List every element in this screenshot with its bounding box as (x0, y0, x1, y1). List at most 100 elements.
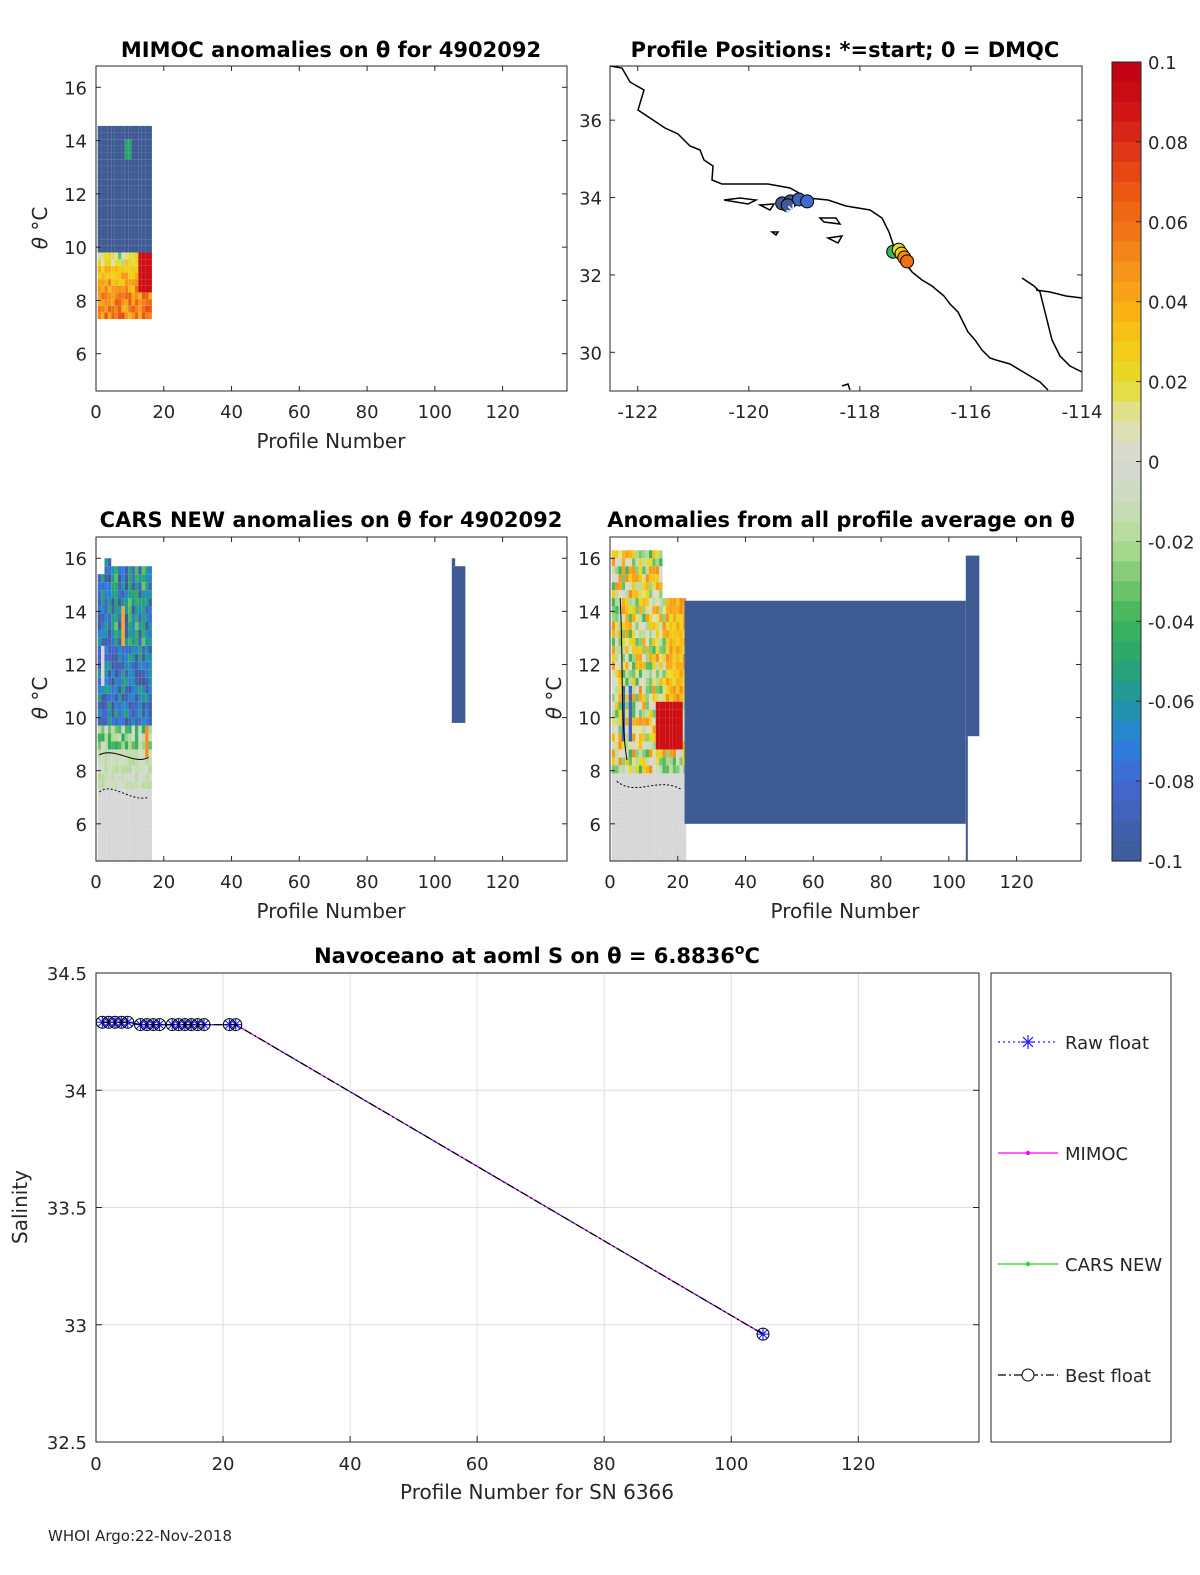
legend-item-best-float: Best float (998, 1366, 1151, 1387)
heat-cell (101, 139, 105, 146)
heat-cell (97, 614, 102, 622)
heat-cell (124, 805, 129, 814)
heat-cell (104, 252, 108, 260)
heat-cell (621, 629, 626, 638)
footer-text: WHOI Argo:22-Nov-2018 (48, 1527, 232, 1545)
heat-cell (114, 629, 119, 638)
heat-cell (618, 853, 622, 861)
heat-cell (131, 829, 135, 838)
heat-cell (111, 709, 115, 718)
heat-cell (114, 566, 119, 575)
heat-cell (111, 566, 115, 575)
heat-cell (642, 558, 646, 567)
heat-cell (121, 145, 125, 153)
heat-cell (638, 821, 643, 830)
heat-cell (121, 773, 125, 782)
heat-cell (145, 685, 149, 694)
heat-cell (642, 590, 646, 599)
heat-cell (625, 645, 629, 654)
heat-cell (138, 252, 142, 260)
heat-cell (121, 259, 125, 266)
heat-cell (134, 292, 139, 300)
heat-cell (101, 292, 105, 300)
heat-cell (648, 773, 653, 782)
heat-cell (625, 590, 629, 599)
allavg-axes (609, 536, 1082, 862)
heat-cell (121, 685, 125, 694)
heat-cell (121, 252, 125, 260)
heat-cell (97, 239, 102, 246)
heat-cell (632, 669, 636, 678)
legend-item-mimoc: MIMOC (998, 1144, 1128, 1165)
heat-cell (638, 725, 643, 734)
heat-cell (141, 661, 146, 670)
heat-cell (97, 132, 102, 140)
heat-cell (114, 232, 119, 240)
heat-cell (621, 621, 626, 630)
heat-cell (655, 550, 660, 559)
heat-cell (97, 212, 102, 220)
heat-cell (141, 821, 146, 830)
heat-cell (642, 669, 646, 678)
heat-cell (618, 693, 622, 702)
heat-cell (635, 566, 639, 575)
heat-cell (645, 677, 649, 686)
heat-cell (128, 614, 132, 622)
heat-cell (111, 212, 115, 220)
heat-cell (107, 685, 112, 694)
heat-cell (148, 292, 152, 300)
heat-cell (665, 765, 670, 774)
heat-cell (101, 845, 105, 854)
heat-cell (97, 725, 102, 734)
heat-cell (134, 225, 139, 233)
heat-cell (97, 749, 102, 758)
heat-cell (134, 165, 139, 173)
heat-cell (107, 741, 112, 750)
heat-cell (618, 765, 622, 774)
heat-cell (632, 598, 636, 607)
heat-cell (611, 550, 616, 559)
colorbar-band (1112, 741, 1141, 762)
heat-cell (134, 239, 139, 246)
heat-cell (621, 837, 626, 846)
heat-cell (145, 669, 149, 678)
heat-cell (138, 821, 142, 830)
heat-cell (107, 837, 112, 846)
heat-cell (655, 797, 660, 806)
heat-cell (679, 653, 683, 662)
heat-cell (145, 629, 149, 638)
heat-cell (628, 813, 633, 822)
heat-cell (618, 773, 622, 782)
y-tick-label: 12 (64, 185, 87, 206)
y-tick-label: 10 (64, 238, 87, 259)
heat-cell (124, 259, 129, 266)
colorbar-band (1112, 181, 1141, 203)
heat-cell (635, 661, 639, 670)
heat-cell (625, 717, 629, 726)
heat-cell (104, 606, 108, 615)
legend-marker (1025, 1150, 1031, 1156)
heat-cell (618, 558, 622, 567)
heat-cell (107, 629, 112, 638)
heat-cell (134, 757, 139, 766)
heat-cell (134, 653, 139, 662)
heat-cell (638, 741, 643, 750)
heat-cell (148, 132, 152, 140)
heat-cell (114, 717, 119, 726)
heat-cell (97, 741, 102, 750)
heat-cell (128, 285, 132, 293)
heat-cell (131, 773, 135, 782)
heat-cell (121, 574, 125, 583)
heat-cell (615, 725, 619, 734)
heat-cell (138, 265, 142, 273)
y-tick-label: 6 (590, 815, 601, 836)
heat-cell (131, 582, 135, 591)
heat-cell (659, 621, 663, 630)
heat-cell (118, 292, 122, 300)
heat-cell (618, 629, 622, 638)
heat-cell (615, 621, 619, 630)
heat-cell (659, 781, 663, 790)
heat-cell (97, 152, 102, 160)
heat-cell (118, 279, 122, 286)
